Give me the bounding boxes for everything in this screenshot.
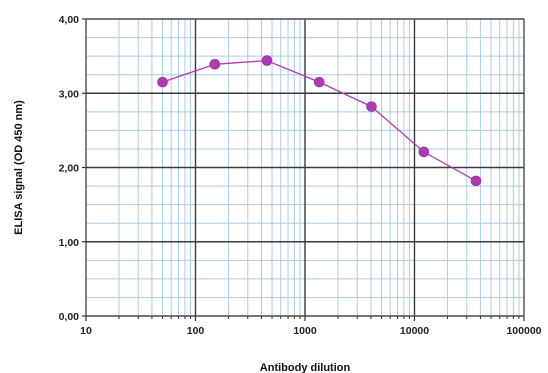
y-tick-label: 4,00: [59, 14, 80, 26]
x-axis-title: Antibody dilution: [260, 362, 351, 373]
y-tick-label: 1,00: [59, 237, 80, 249]
series-layer: [157, 55, 482, 187]
y-tick-label: 2,00: [59, 163, 80, 175]
x-tick-label: 1000: [293, 325, 317, 337]
axis-ticks: [82, 18, 525, 321]
data-point: [261, 55, 273, 66]
data-point: [470, 175, 482, 187]
data-point: [418, 146, 430, 158]
x-tick-label: 10: [80, 325, 92, 337]
x-tick-label: 10000: [400, 325, 429, 337]
data-point: [313, 76, 325, 88]
y-axis-title: ELISA signal (OD 450 nm): [13, 100, 25, 235]
data-point: [157, 76, 168, 88]
tick-labels: 10 100 1000 10000 100000 0,00 1,00 2,00 3,00 4,00: [59, 14, 542, 337]
x-tick-label: 100: [187, 325, 205, 337]
data-point: [366, 101, 377, 112]
x-tick-label: 100000: [506, 325, 541, 337]
y-tick-label: 0,00: [59, 311, 80, 323]
y-tick-label: 3,00: [59, 88, 80, 100]
data-point: [209, 58, 221, 70]
